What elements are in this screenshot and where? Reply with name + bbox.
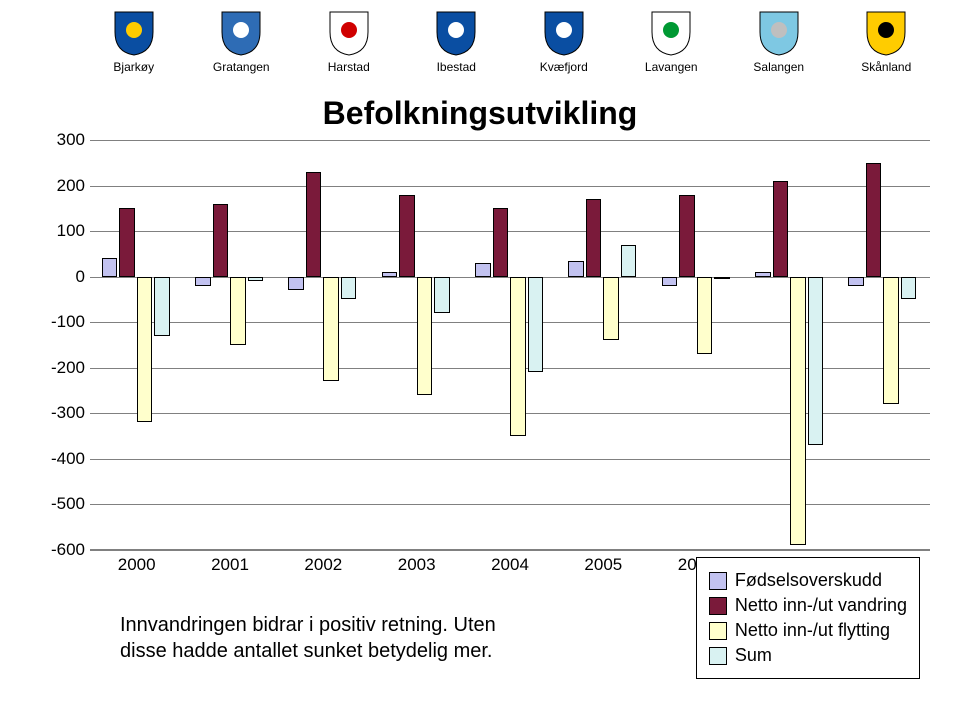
plot-region: [90, 140, 930, 550]
bar: [213, 204, 229, 277]
bar: [137, 277, 153, 423]
shield-icon: [543, 10, 585, 56]
bar: [119, 208, 135, 276]
municipality-label: Ibestad: [437, 60, 476, 74]
municipality-crest: Lavangen: [621, 10, 721, 74]
bar: [714, 277, 730, 279]
shield-icon: [758, 10, 800, 56]
bar: [510, 277, 526, 436]
y-tick-label: 300: [35, 130, 85, 150]
legend-label: Netto inn-/ut vandring: [735, 595, 907, 616]
x-tick-label: 2002: [304, 555, 342, 575]
legend-label: Sum: [735, 645, 772, 666]
municipality-crest: Kvæfjord: [514, 10, 614, 74]
gridline: [90, 140, 930, 141]
x-tick-label: 2001: [211, 555, 249, 575]
x-tick-label: 2005: [584, 555, 622, 575]
bar: [697, 277, 713, 354]
bar: [808, 277, 824, 446]
x-tick-label: 2004: [491, 555, 529, 575]
municipality-crest: Gratangen: [191, 10, 291, 74]
x-tick-label: 2000: [118, 555, 156, 575]
shield-icon: [220, 10, 262, 56]
bar: [883, 277, 899, 405]
municipality-label: Bjarkøy: [113, 60, 154, 74]
bar: [475, 263, 491, 277]
legend-swatch: [709, 597, 727, 615]
caption-text: Innvandringen bidrar i positiv retning. …: [120, 612, 520, 664]
legend-item: Fødselsoverskudd: [709, 570, 907, 591]
bar: [230, 277, 246, 345]
legend-item: Netto inn-/ut vandring: [709, 595, 907, 616]
municipality-label: Lavangen: [645, 60, 698, 74]
page: Bjarkøy Gratangen Harstad Ibestad Kvæfjord La…: [0, 0, 960, 709]
chart-title: Befolkningsutvikling: [0, 95, 960, 132]
municipality-crest: Ibestad: [406, 10, 506, 74]
y-tick-label: 200: [35, 176, 85, 196]
y-tick-label: -400: [35, 449, 85, 469]
shield-icon: [435, 10, 477, 56]
bar: [568, 261, 584, 277]
legend-swatch: [709, 622, 727, 640]
y-tick-label: -500: [35, 494, 85, 514]
y-tick-label: 100: [35, 221, 85, 241]
bar: [679, 195, 695, 277]
bar: [790, 277, 806, 546]
municipality-label: Gratangen: [213, 60, 270, 74]
municipality-label: Kvæfjord: [540, 60, 588, 74]
bar: [866, 163, 882, 277]
bar: [341, 277, 357, 300]
municipality-label: Salangen: [753, 60, 804, 74]
bar: [755, 272, 771, 277]
bar: [603, 277, 619, 341]
shield-icon: [865, 10, 907, 56]
legend-item: Netto inn-/ut flytting: [709, 620, 907, 641]
y-tick-label: -200: [35, 358, 85, 378]
bar: [306, 172, 322, 277]
bar: [195, 277, 211, 286]
municipality-label: Harstad: [328, 60, 370, 74]
shield-icon: [328, 10, 370, 56]
municipality-header: Bjarkøy Gratangen Harstad Ibestad Kvæfjord La…: [80, 10, 940, 80]
legend-swatch: [709, 572, 727, 590]
legend-item: Sum: [709, 645, 907, 666]
municipality-crest: Harstad: [299, 10, 399, 74]
bar: [323, 277, 339, 382]
bar: [154, 277, 170, 336]
bar: [662, 277, 678, 286]
y-tick-label: 0: [35, 267, 85, 287]
legend-swatch: [709, 647, 727, 665]
bar: [773, 181, 789, 277]
municipality-crest: Salangen: [729, 10, 829, 74]
bar: [586, 199, 602, 276]
legend-label: Netto inn-/ut flytting: [735, 620, 890, 641]
municipality-crest: Bjarkøy: [84, 10, 184, 74]
bar: [382, 272, 398, 277]
legend-box: Fødselsoverskudd Netto inn-/ut vandring Ne…: [696, 557, 920, 679]
gridline: [90, 186, 930, 187]
bar: [288, 277, 304, 291]
chart-area: 3002001000-100-200-300-400-500-600200020…: [30, 140, 930, 550]
gridline: [90, 550, 930, 551]
legend-label: Fødselsoverskudd: [735, 570, 882, 591]
bar: [102, 258, 118, 276]
municipality-label: Skånland: [861, 60, 911, 74]
bar: [417, 277, 433, 395]
bar: [848, 277, 864, 286]
bar: [528, 277, 544, 373]
shield-icon: [113, 10, 155, 56]
bar: [901, 277, 917, 300]
municipality-crest: Skånland: [836, 10, 936, 74]
y-tick-label: -600: [35, 540, 85, 560]
bar: [434, 277, 450, 313]
shield-icon: [650, 10, 692, 56]
y-tick-label: -300: [35, 403, 85, 423]
y-tick-label: -100: [35, 312, 85, 332]
bar: [493, 208, 509, 276]
bar: [621, 245, 637, 277]
x-tick-label: 2003: [398, 555, 436, 575]
bar: [399, 195, 415, 277]
bar: [248, 277, 264, 282]
